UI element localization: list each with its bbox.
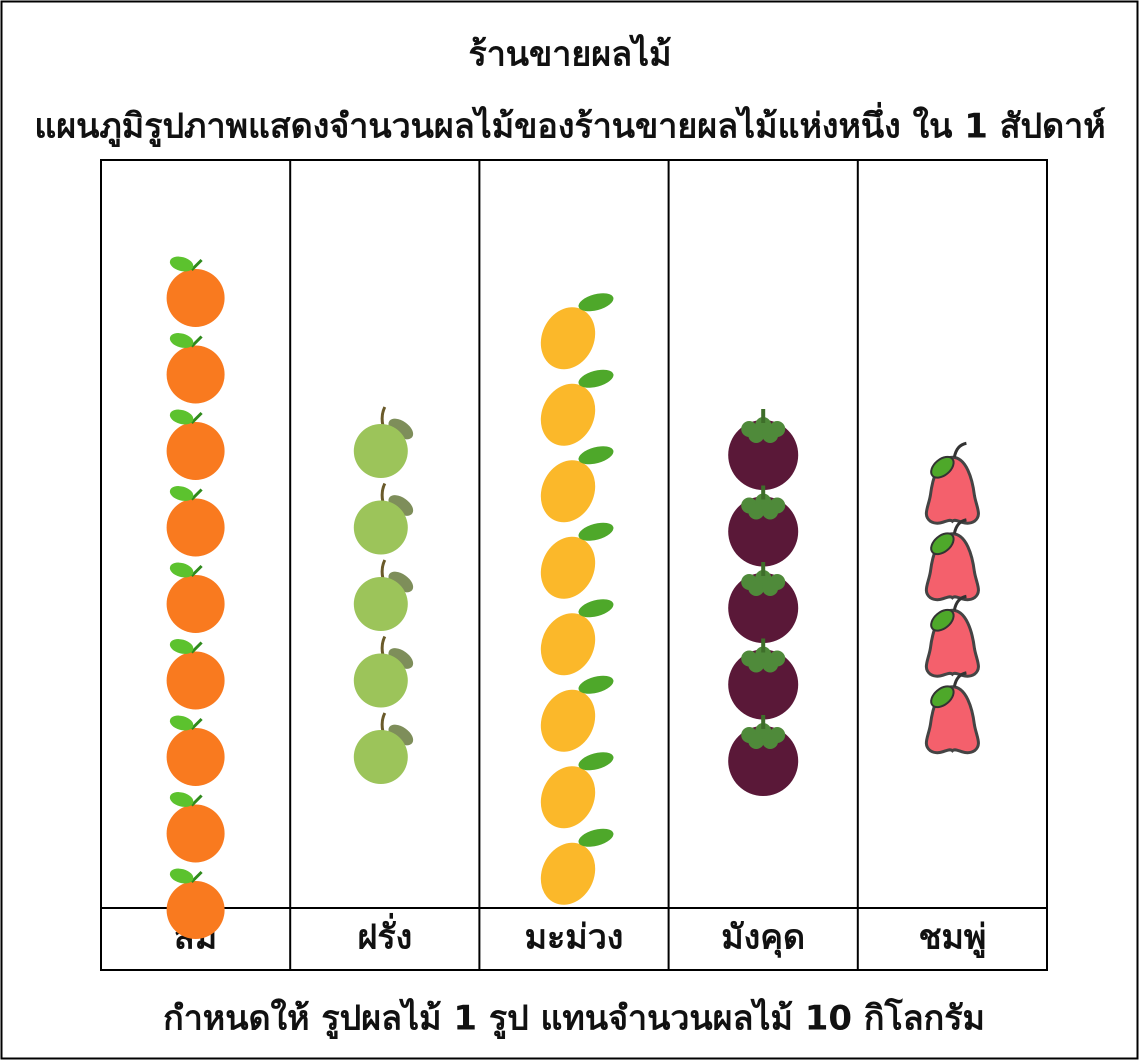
chart: ร้านขายผลไม้ แผนภูมิรูปภาพแสดงจำนวนผลไม้… (0, 0, 1139, 1060)
fruit-body (167, 346, 225, 404)
fruit-body (167, 881, 225, 939)
cap (748, 657, 764, 673)
cap (762, 427, 778, 443)
fruit-body (167, 652, 225, 710)
category-label: ชมพู่ (918, 918, 986, 959)
fruit-body (167, 728, 225, 786)
fruit-body (167, 805, 225, 863)
fruit-body (354, 424, 408, 478)
cap (762, 657, 778, 673)
cap (762, 580, 778, 596)
key: กำหนดให้ รูปผลไม้ 1 รูป แทนจำนวนผลไม้ 10… (163, 998, 985, 1040)
fruit-body (167, 499, 225, 557)
cap (748, 733, 764, 749)
cap (762, 504, 778, 520)
fruit-body (354, 730, 408, 784)
fruit-body (167, 422, 225, 480)
chart-subtitle: แผนภูมิรูปภาพแสดงจำนวนผลไม้ของร้านขายผลไ… (34, 102, 1105, 148)
cap (748, 504, 764, 520)
fruit-body (167, 269, 225, 327)
fruit-body (354, 577, 408, 631)
fruit-body (354, 501, 408, 555)
chart-title: ร้านขายผลไม้ (468, 34, 671, 75)
category-label: ฝรั่ง (357, 913, 412, 958)
category-label: มะม่วง (525, 918, 624, 958)
cap (762, 733, 778, 749)
fruit-body (354, 654, 408, 708)
cap (748, 580, 764, 596)
fruit-body (167, 575, 225, 633)
category-label: มังคุด (721, 918, 805, 959)
cap (748, 427, 764, 443)
